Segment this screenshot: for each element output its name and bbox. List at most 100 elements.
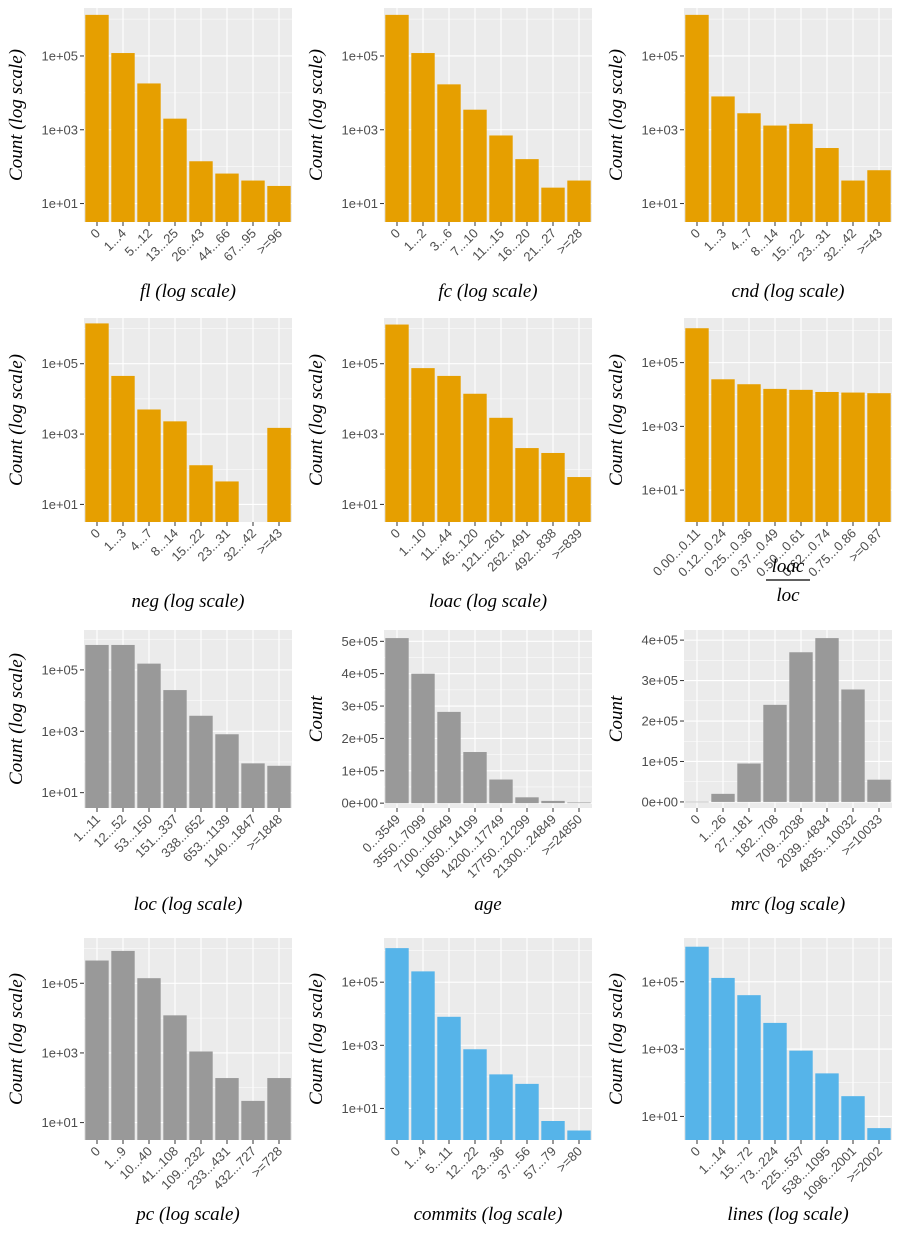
bar bbox=[489, 779, 513, 804]
bar bbox=[541, 452, 565, 522]
x-tick-label: 0 bbox=[387, 1144, 403, 1160]
bar bbox=[267, 427, 291, 522]
chart-mrc: 0e+001e+052e+053e+054e+0501...2627...181… bbox=[606, 630, 892, 915]
bar bbox=[241, 180, 265, 222]
bar bbox=[215, 481, 239, 522]
bar bbox=[111, 950, 135, 1140]
x-tick-label: 0 bbox=[687, 812, 703, 828]
y-tick-label: 1e+03 bbox=[641, 419, 678, 434]
y-tick-label: 1e+01 bbox=[341, 497, 378, 512]
y-tick-label: 2e+05 bbox=[641, 714, 678, 729]
x-axis-title: age bbox=[474, 894, 501, 915]
y-tick-label: 0e+00 bbox=[341, 796, 378, 811]
bar bbox=[411, 368, 435, 522]
chart-age: 0e+001e+052e+053e+054e+055e+050...354935… bbox=[306, 630, 592, 915]
y-axis-title: Count (log scale) bbox=[6, 354, 27, 486]
y-tick-label: 1e+01 bbox=[641, 1109, 678, 1124]
bar bbox=[215, 734, 239, 808]
y-tick-label: 1e+05 bbox=[41, 48, 78, 63]
x-axis-title: fl (log scale) bbox=[140, 281, 236, 302]
bar bbox=[437, 375, 461, 522]
x-tick-label: 0 bbox=[87, 1144, 103, 1160]
bar bbox=[711, 96, 735, 222]
chart-fl: 1e+011e+031e+0501...45...1213...2526...4… bbox=[6, 8, 292, 302]
bar bbox=[541, 800, 565, 804]
bar bbox=[711, 977, 735, 1140]
panel-loac: 1e+01 1e+03 1e+05 0 1...10 11...44 45...120 121… bbox=[300, 310, 600, 620]
bar bbox=[137, 978, 161, 1140]
bar bbox=[437, 84, 461, 222]
bar bbox=[867, 170, 891, 222]
bar bbox=[267, 765, 291, 808]
y-axis-title: Count (log scale) bbox=[306, 354, 327, 486]
x-tick-label: >=43 bbox=[854, 226, 886, 258]
bar bbox=[137, 409, 161, 522]
y-tick-label: 1e+05 bbox=[41, 976, 78, 991]
y-tick-label: 1e+01 bbox=[41, 1115, 78, 1130]
bar bbox=[411, 673, 435, 804]
y-tick-label: 1e+05 bbox=[641, 974, 678, 989]
x-axis-title-denominator: loc bbox=[776, 585, 800, 606]
bar bbox=[763, 1022, 787, 1140]
bar bbox=[385, 14, 409, 222]
y-tick-label: 1e+03 bbox=[341, 1038, 378, 1053]
x-tick-label: 0 bbox=[687, 1144, 703, 1160]
panel-fl: 1e+01 1e+03 1e+05 0 1...4 5...12 13...25 26...4… bbox=[0, 0, 300, 310]
bar bbox=[541, 187, 565, 222]
bar bbox=[463, 109, 487, 222]
bar bbox=[763, 388, 787, 522]
chart-loac: 1e+011e+031e+0501...1011...4445...120121… bbox=[306, 318, 592, 612]
x-tick-label: 1...3 bbox=[701, 226, 729, 254]
bar bbox=[737, 113, 761, 222]
bar bbox=[763, 704, 787, 802]
bar bbox=[215, 173, 239, 222]
bar bbox=[85, 14, 109, 222]
chart-commits: 1e+011e+031e+0501...45...1112...2223...3… bbox=[306, 938, 592, 1225]
panel-mrc: 0e+00 1e+05 2e+05 3e+05 4e+05 0 1...26 27...181… bbox=[600, 620, 900, 930]
bar bbox=[789, 1050, 813, 1140]
bar bbox=[215, 1078, 239, 1140]
y-tick-label: 1e+01 bbox=[641, 196, 678, 211]
bar bbox=[189, 161, 213, 222]
bar bbox=[489, 1074, 513, 1140]
bar bbox=[841, 1096, 865, 1140]
chart-fc: 1e+011e+031e+0501...23...67...1011...151… bbox=[306, 8, 592, 302]
x-axis-title: fc (log scale) bbox=[438, 281, 537, 302]
y-axis-title: Count (log scale) bbox=[6, 973, 27, 1105]
x-axis-title-numerator: loac bbox=[772, 556, 805, 577]
bar bbox=[411, 53, 435, 222]
bar bbox=[241, 763, 265, 808]
x-axis-title: pc (log scale) bbox=[134, 1204, 239, 1225]
bar bbox=[737, 384, 761, 522]
bar bbox=[763, 125, 787, 222]
panel-loac-loc-ratio: 1e+01 1e+03 1e+05 0.00...0.11 0.12...0.24 0.2… bbox=[600, 310, 900, 620]
bar bbox=[567, 180, 591, 222]
y-axis-title: Count (log scale) bbox=[606, 354, 627, 486]
x-axis-title: loc (log scale) bbox=[134, 894, 243, 915]
y-tick-label: 1e+03 bbox=[641, 1042, 678, 1057]
y-tick-label: 1e+05 bbox=[341, 975, 378, 990]
bar bbox=[515, 797, 539, 804]
y-axis-title: Count bbox=[306, 695, 327, 742]
bar bbox=[515, 159, 539, 222]
bar bbox=[267, 1078, 291, 1140]
bar bbox=[841, 180, 865, 222]
y-tick-label: 1e+03 bbox=[41, 1045, 78, 1060]
x-tick-label: >=96 bbox=[254, 226, 286, 258]
x-axis-title: neg (log scale) bbox=[132, 591, 245, 612]
chart-cnd: 1e+011e+031e+0501...34...78...1415...222… bbox=[606, 8, 892, 302]
y-tick-label: 0e+00 bbox=[641, 794, 678, 809]
bar bbox=[137, 663, 161, 808]
bar bbox=[163, 1015, 187, 1140]
y-tick-label: 1e+01 bbox=[341, 1101, 378, 1116]
bar bbox=[685, 801, 709, 803]
bar bbox=[463, 393, 487, 522]
bar bbox=[541, 1120, 565, 1140]
panel-loc: 1e+01 1e+03 1e+05 1...11 12...52 53...150 151.… bbox=[0, 620, 300, 930]
y-tick-label: 1e+01 bbox=[641, 483, 678, 498]
y-axis-title: Count (log scale) bbox=[606, 49, 627, 181]
bar bbox=[85, 323, 109, 522]
y-axis-title: Count (log scale) bbox=[6, 49, 27, 181]
bar bbox=[815, 1073, 839, 1140]
x-axis-title: mrc (log scale) bbox=[731, 894, 845, 915]
